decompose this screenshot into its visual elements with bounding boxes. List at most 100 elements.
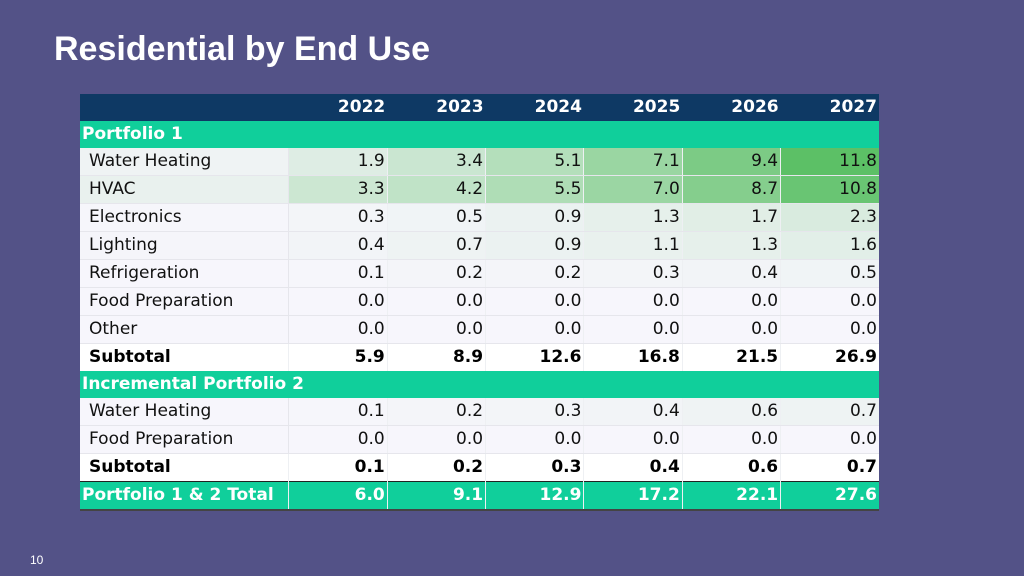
value-cell: 1.6 (780, 231, 879, 260)
value-cell: 0.0 (485, 315, 584, 344)
table-row: Water Heating 0.1 0.2 0.3 0.4 0.6 0.7 (80, 398, 879, 426)
slide-title: Residential by End Use (54, 30, 430, 68)
value-cell: 2.3 (780, 203, 879, 232)
value-cell: 0.0 (681, 425, 781, 454)
row-label: Other (80, 315, 290, 344)
value-cell: 0.0 (485, 287, 584, 316)
value-cell: 0.9 (485, 203, 584, 232)
table-row: Food Preparation 0.0 0.0 0.0 0.0 0.0 0.0 (80, 425, 879, 454)
value-cell: 0.0 (485, 425, 584, 454)
value-cell: 0.3 (485, 398, 584, 426)
value-cell: 27.6 (780, 481, 879, 511)
value-cell: 0.0 (288, 315, 388, 344)
value-cell: 0.3 (485, 453, 584, 482)
value-cell: 7.1 (583, 148, 683, 176)
table-row: HVAC 3.3 4.2 5.5 7.0 8.7 10.8 (80, 175, 879, 204)
table-header-row: 2022 2023 2024 2025 2026 2027 (80, 94, 879, 121)
value-cell: 0.0 (386, 425, 486, 454)
section-header-row: Portfolio 1 (80, 121, 879, 148)
year-header: 2026 (682, 94, 781, 121)
value-cell: 6.0 (288, 481, 388, 511)
value-cell: 16.8 (583, 343, 683, 371)
row-label: Water Heating (80, 148, 290, 176)
value-cell: 0.0 (681, 315, 781, 344)
value-cell: 9.1 (386, 481, 486, 511)
value-cell: 1.9 (288, 148, 388, 176)
value-cell: 0.2 (386, 398, 486, 426)
table-body: Portfolio 1 Water Heating 1.9 3.4 5.1 7.1 9.4 1… (80, 121, 879, 511)
page-number: 10 (30, 553, 44, 567)
value-cell: 4.2 (386, 175, 486, 204)
value-cell: 3.4 (386, 148, 486, 176)
value-cell: 0.0 (681, 287, 781, 316)
value-cell: 0.4 (288, 231, 388, 260)
value-cell: 0.4 (583, 398, 683, 426)
value-cell: 10.8 (780, 175, 879, 204)
value-cell: 8.7 (681, 175, 781, 204)
value-cell: 0.1 (288, 453, 388, 482)
value-cell: 0.3 (288, 203, 388, 232)
value-cell: 5.5 (485, 175, 584, 204)
row-label: Portfolio 1 & 2 Total (80, 481, 289, 511)
value-cell: 0.9 (485, 231, 584, 260)
value-cell: 5.9 (288, 343, 388, 371)
value-cell: 8.9 (386, 343, 486, 371)
row-label: Water Heating (80, 398, 290, 426)
value-cell: 0.5 (386, 203, 486, 232)
value-cell: 0.7 (780, 398, 879, 426)
value-cell: 0.0 (780, 425, 879, 454)
header-label (80, 94, 289, 121)
subtotal-row: Subtotal 0.1 0.2 0.3 0.4 0.6 0.7 (80, 453, 879, 482)
value-cell: 17.2 (583, 481, 683, 511)
value-cell: 3.3 (288, 175, 388, 204)
value-cell: 11.8 (780, 148, 879, 176)
row-label: Subtotal (80, 453, 289, 482)
value-cell: 0.7 (386, 231, 486, 260)
value-cell: 0.4 (681, 259, 781, 288)
value-cell: 0.5 (780, 259, 879, 288)
total-row: Portfolio 1 & 2 Total 6.0 9.1 12.9 17.2 22.1 2… (80, 481, 879, 511)
row-label: Food Preparation (80, 287, 290, 316)
value-cell: 0.1 (288, 259, 388, 288)
value-cell: 0.4 (583, 453, 683, 482)
value-cell: 0.2 (386, 259, 486, 288)
value-cell: 9.4 (681, 148, 781, 176)
table-row: Electronics 0.3 0.5 0.9 1.3 1.7 2.3 (80, 203, 879, 232)
value-cell: 0.0 (386, 287, 486, 316)
value-cell: 0.0 (288, 287, 388, 316)
value-cell: 1.3 (681, 231, 781, 260)
row-label: Electronics (80, 203, 290, 232)
value-cell: 7.0 (583, 175, 683, 204)
value-cell: 1.1 (583, 231, 683, 260)
value-cell: 0.1 (288, 398, 388, 426)
row-label: Subtotal (80, 343, 289, 371)
value-cell: 0.2 (485, 259, 584, 288)
table-row: Other 0.0 0.0 0.0 0.0 0.0 0.0 (80, 315, 879, 344)
table-row: Food Preparation 0.0 0.0 0.0 0.0 0.0 0.0 (80, 287, 879, 316)
value-cell: 0.0 (780, 315, 879, 344)
value-cell: 21.5 (681, 343, 781, 371)
value-cell: 0.0 (780, 287, 879, 316)
value-cell: 0.0 (288, 425, 388, 454)
table-row: Lighting 0.4 0.7 0.9 1.1 1.3 1.6 (80, 231, 879, 260)
value-cell: 0.0 (386, 315, 486, 344)
value-cell: 0.6 (681, 398, 781, 426)
year-header: 2023 (387, 94, 486, 121)
table-row: Refrigeration 0.1 0.2 0.2 0.3 0.4 0.5 (80, 259, 879, 288)
value-cell: 12.9 (485, 481, 584, 511)
value-cell: 0.7 (780, 453, 879, 482)
value-cell: 1.3 (583, 203, 683, 232)
row-label: Lighting (80, 231, 290, 260)
section-header-row: Incremental Portfolio 2 (80, 371, 879, 398)
value-cell: 5.1 (485, 148, 584, 176)
value-cell: 0.0 (583, 287, 683, 316)
value-cell: 0.0 (583, 425, 683, 454)
value-cell: 1.7 (681, 203, 781, 232)
table-row: Water Heating 1.9 3.4 5.1 7.1 9.4 11.8 (80, 148, 879, 176)
section-label-portfolio-1: Portfolio 1 (80, 121, 879, 148)
value-cell: 26.9 (780, 343, 879, 371)
value-cell: 22.1 (681, 481, 781, 511)
end-use-table: 2022 2023 2024 2025 2026 2027 Portfolio … (80, 94, 879, 511)
row-label: HVAC (80, 175, 290, 204)
value-cell: 0.3 (583, 259, 683, 288)
